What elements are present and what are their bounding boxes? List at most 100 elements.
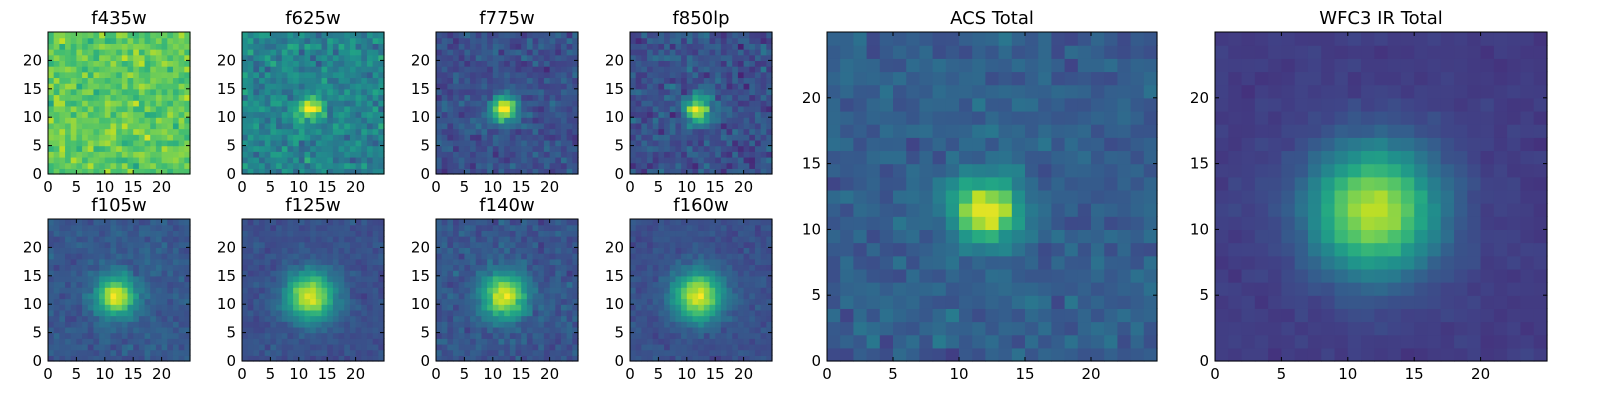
heatmap-cell: [304, 309, 311, 317]
heatmap-cell: [737, 292, 745, 300]
heatmap-cell: [310, 349, 317, 356]
heatmap-cell: [458, 326, 465, 334]
heatmap-cell: [543, 326, 551, 334]
heatmap-cell: [121, 66, 129, 73]
heatmap-cell: [53, 54, 60, 61]
heatmap-cell: [361, 304, 368, 311]
heatmap-cell: [760, 298, 767, 305]
heatmap-cell: [675, 100, 682, 107]
heatmap-cell: [133, 162, 140, 169]
heatmap-cell: [287, 43, 294, 50]
heatmap-cell: [658, 32, 665, 39]
heatmap-cell: [304, 37, 311, 44]
heatmap-cell: [698, 281, 705, 288]
heatmap-cell: [321, 105, 328, 113]
heatmap-cell: [167, 298, 174, 305]
heatmap-cell: [743, 128, 750, 135]
heatmap-cell: [441, 100, 448, 107]
heatmap-cell: [287, 219, 294, 226]
heatmap-cell: [737, 162, 745, 169]
heatmap-cell: [155, 224, 163, 231]
heatmap-cell: [464, 83, 471, 90]
heatmap-cell: [453, 241, 460, 248]
heatmap-cell: [458, 281, 465, 288]
heatmap-cell: [133, 224, 140, 231]
heatmap-cell: [76, 349, 83, 356]
heatmap-cell: [715, 304, 722, 311]
heatmap-cell: [766, 292, 773, 300]
heatmap-cell: [641, 111, 648, 118]
heatmap-cell: [532, 168, 539, 175]
heatmap-cell: [338, 270, 345, 277]
heatmap-cell: [70, 281, 77, 288]
heatmap-cell: [436, 230, 443, 237]
heatmap-cell: [481, 230, 488, 237]
heatmap-cell: [87, 264, 95, 271]
heatmap-cell: [487, 60, 494, 67]
heatmap-cells: [630, 219, 773, 362]
heatmap-cell: [521, 343, 528, 351]
heatmap-cell: [332, 253, 340, 260]
heatmap-cell: [492, 264, 500, 271]
heatmap-cell: [538, 292, 545, 300]
heatmap-cell: [703, 168, 711, 175]
heatmap-cell: [470, 117, 477, 124]
heatmap-cell: [65, 332, 72, 339]
heatmap-cell: [110, 338, 117, 345]
heatmap-cell: [242, 241, 249, 248]
heatmap-cell: [749, 287, 756, 294]
heatmap-cell: [121, 117, 129, 124]
heatmap-cell: [526, 117, 534, 124]
heatmap-cell: [549, 100, 556, 107]
heatmap-cell: [572, 332, 579, 339]
heatmap-cell: [709, 77, 716, 84]
heatmap-cell: [441, 355, 448, 362]
heatmap-cell: [754, 32, 762, 39]
heatmap-cell: [715, 100, 722, 107]
heatmap-cell: [264, 60, 271, 67]
heatmap-cell: [161, 60, 168, 67]
heatmap-cell: [82, 304, 89, 311]
heatmap-cell: [766, 100, 773, 107]
heatmap-cell: [664, 292, 671, 300]
heatmap-cell: [259, 338, 266, 345]
heatmap-cell: [692, 60, 699, 67]
heatmap-cell: [555, 230, 562, 237]
heatmap-cell: [70, 66, 77, 73]
y-tick-label: 15: [605, 80, 624, 98]
heatmap-cell: [93, 145, 100, 152]
heatmap-cell: [635, 151, 642, 158]
heatmap-cell: [133, 71, 140, 79]
heatmap-cell: [652, 111, 659, 118]
heatmap-cell: [458, 54, 465, 61]
heatmap-cell: [366, 281, 374, 288]
heatmap-cell: [453, 43, 460, 50]
heatmap-cell: [104, 315, 112, 322]
heatmap-cell: [572, 83, 579, 90]
heatmap-cell: [270, 270, 277, 277]
heatmap-cell: [121, 134, 129, 141]
heatmap-cell: [70, 60, 77, 67]
heatmap-cell: [703, 343, 711, 351]
heatmap-cell: [732, 60, 739, 67]
heatmap-cell: [167, 105, 174, 113]
heatmap-cell: [441, 287, 448, 294]
heatmap-cell: [737, 43, 745, 50]
heatmap-cell: [121, 247, 129, 254]
heatmap-cell: [338, 304, 345, 311]
heatmap-cell: [475, 253, 483, 260]
heatmap-cell: [253, 275, 260, 283]
heatmap-cell: [138, 258, 146, 266]
heatmap-cell: [686, 321, 694, 328]
heatmap-cell: [242, 281, 249, 288]
heatmap-cell: [65, 292, 72, 300]
heatmap-cell: [310, 326, 317, 334]
heatmap-cell: [436, 321, 443, 328]
heatmap-cell: [87, 298, 95, 305]
heatmap-cell: [161, 287, 168, 294]
heatmap-cell: [167, 60, 174, 67]
heatmap-cell: [121, 122, 129, 130]
heatmap-cell: [737, 71, 745, 79]
heatmap-cell: [686, 338, 694, 345]
heatmap-cell: [59, 134, 66, 141]
